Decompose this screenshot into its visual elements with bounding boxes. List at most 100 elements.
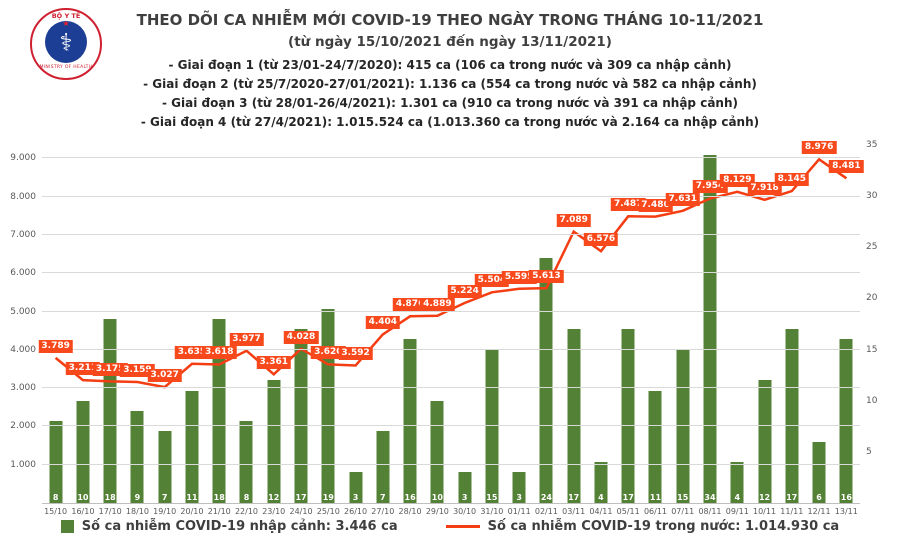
x-axis-date-label: 27/10: [371, 507, 395, 516]
imported-cases-bar: 4: [730, 462, 744, 503]
y-axis-left-tick: 6.000: [10, 268, 36, 279]
imported-cases-bar: 7: [158, 431, 172, 503]
bar-slot: 4: [587, 145, 614, 503]
caduceus-icon: ⚕: [59, 28, 73, 57]
imported-cases-bar: 8: [239, 421, 253, 503]
domestic-cases-label: 6.576: [583, 233, 619, 247]
domestic-cases-label: 8.129: [720, 173, 755, 187]
x-axis-date-label: 03/11: [562, 507, 586, 516]
domestic-cases-label: 3.618: [201, 346, 237, 360]
y-axis-left-tick: 4.000: [10, 344, 36, 355]
y-axis-left: 9.000 8.000 7.000 6.000 5.000 4.000 3.000 2.000…: [0, 145, 38, 503]
y-axis-right-tick: 35: [866, 140, 878, 150]
gridline: [42, 348, 860, 350]
y-axis-left-tick: 9.000: [10, 153, 36, 164]
imported-cases-bar: 17: [621, 329, 635, 503]
domestic-cases-label: 7.918: [747, 181, 782, 195]
x-axis-date-label: 12/11: [807, 507, 831, 516]
bar-slot: 7: [151, 145, 178, 503]
x-axis-date-label: 25/10: [316, 507, 340, 516]
bar-slot: 8: [233, 145, 260, 503]
bar-value-label: 4: [598, 493, 604, 502]
imported-cases-bar: 4: [594, 462, 608, 503]
logo-text-bottom: MINISTRY OF HEALTH: [39, 65, 93, 70]
x-axis-date-label: 19/10: [153, 507, 177, 516]
y-axis-right-tick: 20: [866, 293, 878, 304]
bar-value-label: 12: [758, 493, 771, 502]
imported-cases-bar: 17: [294, 329, 308, 503]
x-axis-date-label: 06/11: [643, 507, 667, 516]
domestic-cases-label: 4.876: [392, 298, 428, 312]
x-axis-date-label: 16/10: [71, 507, 95, 516]
x-axis-date-label: 09/11: [725, 507, 749, 516]
domestic-cases-label: 3.977: [229, 332, 264, 346]
imported-cases-bar: 11: [648, 390, 662, 503]
period-line-4: - Giai đoạn 4 (từ 27/4/2021): 1.015.524 …: [140, 115, 760, 129]
bar-slot: 3: [342, 145, 369, 503]
y-axis-left-tick: 1.000: [10, 459, 36, 470]
bar-value-label: 19: [322, 493, 334, 502]
star-icon: ★: [62, 19, 70, 28]
bar-value-label: 16: [840, 493, 852, 502]
domestic-cases-label: 4.889: [420, 297, 455, 311]
imported-cases-bar: 24: [539, 257, 553, 503]
domestic-cases-label: 5.595: [501, 270, 537, 284]
y-axis-left-tick: 8.000: [10, 191, 36, 202]
gridline: [42, 233, 860, 235]
x-axis-date-label: 21/10: [207, 507, 231, 516]
imported-cases-bar: 7: [376, 431, 390, 503]
bar-slot: 17: [615, 145, 642, 503]
y-axis-right-tick: 10: [866, 395, 878, 406]
gridline: [42, 463, 860, 465]
bar-value-label: 3: [516, 493, 522, 502]
gridline: [42, 157, 860, 159]
gridline: [42, 272, 860, 274]
domestic-cases-label: 3.175: [92, 363, 128, 377]
period-line-2: - Giai đoạn 2 (từ 25/7/2020-27/01/2021):…: [143, 77, 757, 91]
line-series: [54, 157, 848, 389]
domestic-cases-label: 3.159: [120, 364, 155, 378]
x-axis-date-label: 31/10: [480, 507, 504, 516]
bar-slot: 16: [833, 145, 860, 503]
green-bar-swatch-icon: [60, 520, 74, 533]
bar-value-label: 24: [540, 493, 552, 502]
gridline: [42, 195, 860, 197]
imported-cases-bar: 8: [49, 421, 63, 503]
legend-imported: Số ca nhiễm COVID-19 nhập cảnh: 3.446 ca: [60, 519, 398, 534]
domestic-cases-label: 5.504: [474, 274, 510, 288]
domestic-cases-label: 7.480: [638, 198, 673, 212]
bar-slot: 12: [260, 145, 287, 503]
domestic-cases-label: 8.481: [829, 160, 864, 174]
legend-domestic: Số ca nhiễm COVID-19 trong nước: 1.014.9…: [445, 519, 839, 534]
imported-cases-bar: 11: [185, 390, 199, 503]
domestic-cases-label: 7.954: [692, 180, 728, 194]
gridline: [42, 310, 860, 312]
domestic-cases-label: 7.089: [556, 213, 591, 227]
bar-value-label: 12: [268, 493, 280, 502]
x-axis-date-label: 02/11: [534, 507, 558, 516]
bar-value-label: 17: [786, 493, 798, 502]
bar-slot: 17: [287, 145, 314, 503]
bar-slot: 11: [178, 145, 205, 503]
bar-value-label: 11: [186, 493, 198, 502]
x-axis-date-label: 23/10: [262, 507, 286, 516]
imported-cases-bar: 34: [703, 155, 717, 503]
moh-logo: BỘ Y TẾ ★ ⚕ MINISTRY OF HEALTH: [30, 8, 102, 80]
domestic-cases-label: 3.620: [311, 346, 346, 360]
bar-value-label: 7: [161, 493, 168, 502]
imported-cases-bar: 16: [839, 339, 853, 503]
y-axis-left-tick: 3.000: [10, 383, 36, 394]
domestic-cases-label: 5.613: [529, 270, 564, 284]
y-axis-left-tick: 7.000: [10, 229, 36, 240]
bar-slot: 3: [506, 145, 533, 503]
domestic-cases-label: 3.789: [38, 339, 73, 353]
imported-cases-bar: 17: [567, 329, 581, 503]
imported-cases-bar: 17: [785, 329, 799, 503]
bar-slot: 17: [778, 145, 805, 503]
bar-slot: 7: [369, 145, 396, 503]
bar-value-label: 9: [134, 493, 141, 502]
gridline: [42, 425, 860, 427]
domestic-cases-label: 3.635: [174, 345, 210, 359]
logo-emblem: ★ ⚕: [45, 19, 87, 63]
